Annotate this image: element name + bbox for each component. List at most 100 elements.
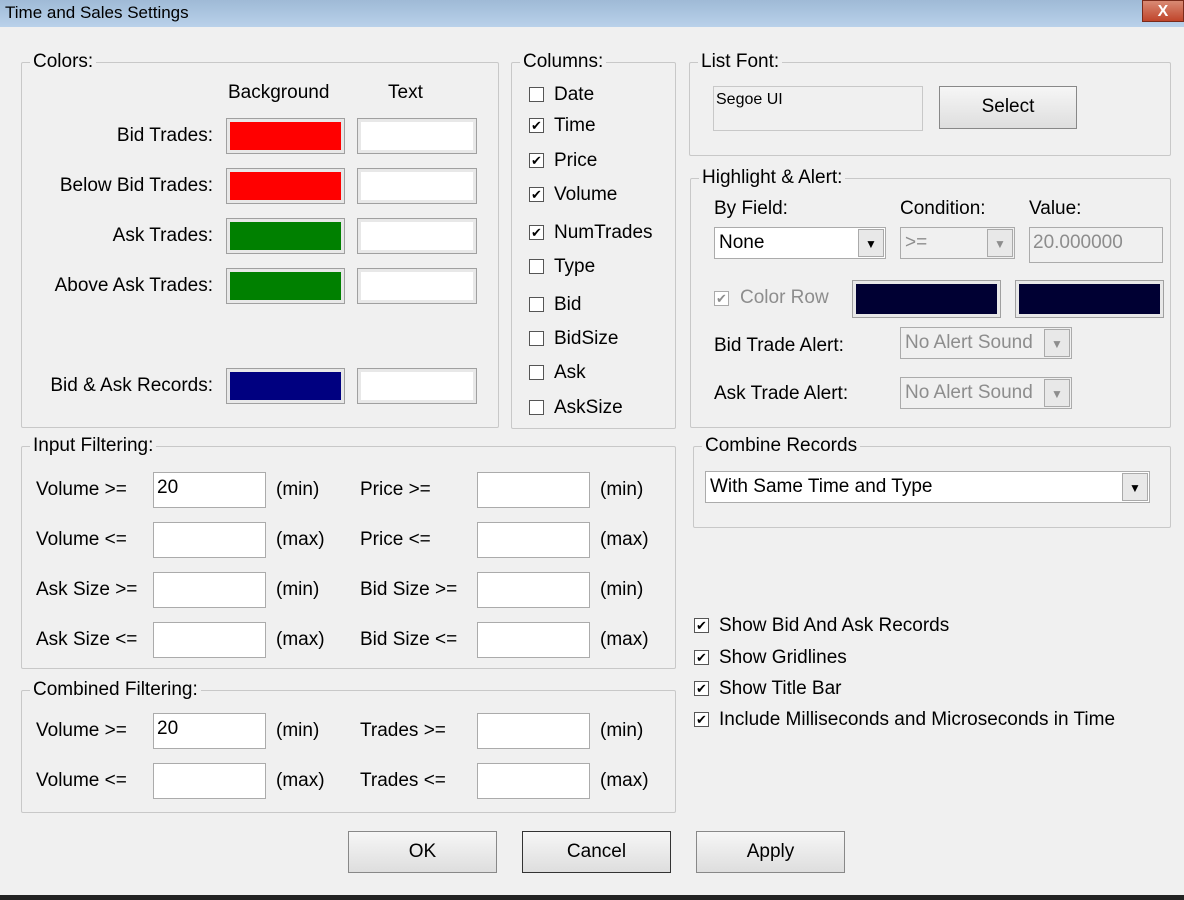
column-checkbox[interactable]: ✔: [529, 118, 544, 133]
text-color-button[interactable]: [357, 218, 477, 254]
filter-input[interactable]: [153, 763, 266, 799]
background-color-button[interactable]: [226, 218, 345, 254]
filter-input[interactable]: [477, 713, 590, 749]
condition-value: >=: [905, 232, 928, 253]
option-label: Show Title Bar: [719, 678, 842, 699]
column-label: Date: [554, 84, 595, 105]
columns-group: Columns:: [511, 51, 676, 429]
filter-unit: (max): [600, 770, 649, 791]
option-checkbox[interactable]: ✔: [694, 650, 709, 665]
cancel-button[interactable]: Cancel: [522, 831, 671, 873]
filter-input[interactable]: [477, 522, 590, 558]
filter-unit: (max): [600, 629, 649, 650]
filter-input[interactable]: [153, 522, 266, 558]
font-preview: Segoe UI: [713, 86, 923, 131]
color-row-checkbox[interactable]: ✔: [714, 291, 729, 306]
combine-records-group: Combine Records: [693, 435, 1171, 528]
combine-title: Combine Records: [702, 435, 861, 457]
option-checkbox[interactable]: ✔: [694, 712, 709, 727]
filter-label: Volume <=: [36, 529, 127, 550]
column-label: Ask: [554, 362, 586, 383]
filter-label: Price >=: [360, 479, 431, 500]
ok-button[interactable]: OK: [348, 831, 497, 873]
value-input[interactable]: 20.000000: [1029, 227, 1163, 263]
apply-button[interactable]: Apply: [696, 831, 845, 873]
by-field-label: By Field:: [714, 198, 788, 219]
columns-title: Columns:: [520, 51, 607, 73]
filter-input[interactable]: [153, 572, 266, 608]
column-label: NumTrades: [554, 222, 653, 243]
filter-unit: (min): [600, 479, 644, 500]
close-button[interactable]: X: [1142, 0, 1184, 22]
filter-input[interactable]: 20: [153, 472, 266, 508]
text-color-button[interactable]: [357, 368, 477, 404]
column-checkbox[interactable]: [529, 297, 544, 312]
column-label: AskSize: [554, 397, 623, 418]
highlight-color-1-button[interactable]: [852, 280, 1001, 318]
background-color-button[interactable]: [226, 368, 345, 404]
filter-unit: (min): [600, 579, 644, 600]
filter-input[interactable]: 20: [153, 713, 266, 749]
column-checkbox[interactable]: ✔: [529, 187, 544, 202]
color-row-label: Color Row: [740, 287, 829, 308]
column-checkbox[interactable]: [529, 331, 544, 346]
filter-unit: (min): [600, 720, 644, 741]
column-checkbox[interactable]: [529, 87, 544, 102]
by-field-dropdown[interactable]: None ▼: [714, 227, 886, 259]
background-color-button[interactable]: [226, 118, 345, 154]
taskbar-edge: [0, 895, 1184, 900]
combined-filtering-title: Combined Filtering:: [30, 679, 201, 701]
filter-label: Bid Size >=: [360, 579, 458, 600]
background-header: Background: [228, 82, 330, 103]
column-label: Price: [554, 150, 598, 171]
option-label: Show Bid And Ask Records: [719, 615, 950, 636]
text-color-button[interactable]: [357, 118, 477, 154]
select-font-button[interactable]: Select: [939, 86, 1077, 129]
option-label: Include Milliseconds and Microseconds in…: [719, 709, 1116, 730]
column-label: Volume: [554, 184, 618, 205]
ask-alert-dropdown[interactable]: No Alert Sound ▼: [900, 377, 1072, 409]
filter-input[interactable]: [477, 622, 590, 658]
condition-label: Condition:: [900, 198, 986, 219]
color-row-label: Bid Trades:: [116, 125, 213, 146]
colors-group: Colors:: [21, 51, 499, 428]
column-checkbox[interactable]: ✔: [529, 225, 544, 240]
by-field-value: None: [719, 232, 765, 253]
bid-alert-dropdown[interactable]: No Alert Sound ▼: [900, 327, 1072, 359]
filter-unit: (min): [276, 720, 320, 741]
column-label: Bid: [554, 294, 582, 315]
option-checkbox[interactable]: ✔: [694, 681, 709, 696]
list-font-group: List Font:: [689, 51, 1171, 156]
column-label: Type: [554, 256, 596, 277]
option-checkbox[interactable]: ✔: [694, 618, 709, 633]
combine-records-dropdown[interactable]: With Same Time and Type ▼: [705, 471, 1150, 503]
filter-label: Trades <=: [360, 770, 446, 791]
background-color-button[interactable]: [226, 268, 345, 304]
column-checkbox[interactable]: [529, 259, 544, 274]
chevron-down-icon: ▼: [1122, 473, 1148, 501]
filter-unit: (min): [276, 579, 320, 600]
column-checkbox[interactable]: [529, 400, 544, 415]
filter-input[interactable]: [477, 572, 590, 608]
text-color-button[interactable]: [357, 268, 477, 304]
option-label: Show Gridlines: [719, 647, 847, 668]
input-filtering-group: Input Filtering:: [21, 435, 676, 669]
background-color-button[interactable]: [226, 168, 345, 204]
condition-dropdown[interactable]: >= ▼: [900, 227, 1015, 259]
column-checkbox[interactable]: [529, 365, 544, 380]
color-row-label: Bid & Ask Records:: [50, 375, 213, 396]
text-color-button[interactable]: [357, 168, 477, 204]
color-row-label: Ask Trades:: [112, 225, 213, 246]
chevron-down-icon: ▼: [1044, 379, 1070, 407]
filter-input[interactable]: [153, 622, 266, 658]
input-filtering-title: Input Filtering:: [30, 435, 157, 457]
filter-input[interactable]: [477, 763, 590, 799]
filter-input[interactable]: [477, 472, 590, 508]
title-bar: [0, 0, 1184, 27]
column-checkbox[interactable]: ✔: [529, 153, 544, 168]
filter-unit: (max): [276, 770, 325, 791]
highlight-color-2-button[interactable]: [1015, 280, 1164, 318]
text-header: Text: [388, 82, 423, 103]
combine-value: With Same Time and Type: [710, 476, 933, 497]
filter-unit: (max): [600, 529, 649, 550]
